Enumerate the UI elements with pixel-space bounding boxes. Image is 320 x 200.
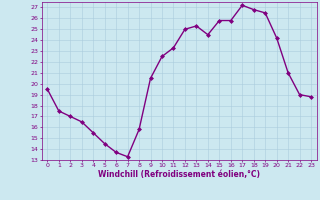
X-axis label: Windchill (Refroidissement éolien,°C): Windchill (Refroidissement éolien,°C) — [98, 170, 260, 179]
